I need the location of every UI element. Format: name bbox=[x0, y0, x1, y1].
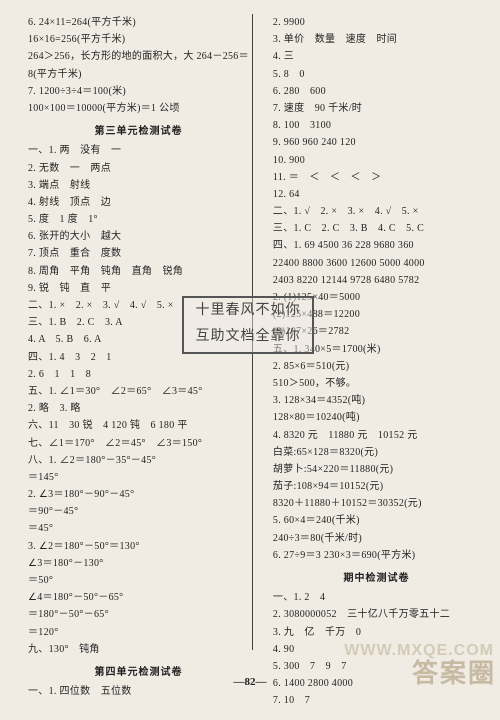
stamp-overlay: 十里春风不如你 互助文档全靠你 bbox=[182, 296, 314, 354]
text-line: 2. ∠3＝180°－90°－45° bbox=[28, 486, 249, 503]
text-line: ＝90°－45° bbox=[28, 503, 249, 520]
stamp-line1: 十里春风不如你 bbox=[184, 298, 312, 324]
text-line: 2. 9900 bbox=[273, 14, 480, 31]
text-line: 5. 8 0 bbox=[273, 66, 480, 83]
stamp-line2: 互助文档全靠你 bbox=[184, 324, 312, 350]
text-line: ∠3＝180°－130° bbox=[28, 555, 249, 572]
text-line: 九、130° 钝角 bbox=[28, 641, 249, 658]
text-line: 7. 10 7 bbox=[273, 692, 480, 709]
page: 6. 24×11=264(平方千米) 16×16=256(平方千米) 264＞2… bbox=[0, 0, 500, 720]
text-line: 6. 27÷9＝3 230×3＝690(平方米) bbox=[273, 547, 480, 564]
text-line: 3. 单价 数量 速度 时间 bbox=[273, 31, 480, 48]
text-line: 五、1. ∠1＝30° ∠2＝65° ∠3＝45° bbox=[28, 383, 249, 400]
text-line: 6. 张开的大小 越大 bbox=[28, 228, 249, 245]
text-line: ＝145° bbox=[28, 469, 249, 486]
text-line: 10. 900 bbox=[273, 152, 480, 169]
text-line: ＝50° bbox=[28, 572, 249, 589]
text-line: 一、1. 两 没有 一 bbox=[28, 142, 249, 159]
text-line: 264＞256，长方形的地的面积大，大 264－256＝ bbox=[28, 48, 249, 65]
text-line: 4. 射线 顶点 边 bbox=[28, 194, 249, 211]
text-line: 9. 锐 钝 直 平 bbox=[28, 280, 249, 297]
text-line: 7. 速度 90 千米/时 bbox=[273, 100, 480, 117]
text-line: 5. 度 1 度 1° bbox=[28, 211, 249, 228]
text-line: 胡萝卜:54×220＝11880(元) bbox=[273, 461, 480, 478]
text-line: 2. 6 1 1 8 bbox=[28, 366, 249, 383]
text-line: 二、1. √ 2. × 3. × 4. √ 5. × bbox=[273, 203, 480, 220]
text-line: 七、∠1＝170° ∠2＝45° ∠3＝150° bbox=[28, 435, 249, 452]
text-line: 12. 64 bbox=[273, 186, 480, 203]
text-line: 2. 略 3. 略 bbox=[28, 400, 249, 417]
midterm-heading: 期中检测试卷 bbox=[273, 570, 480, 587]
text-line: 7. 顶点 重合 度数 bbox=[28, 245, 249, 262]
text-line: 8. 100 3100 bbox=[273, 117, 480, 134]
text-line: 三、1. C 2. C 3. B 4. C 5. C bbox=[273, 220, 480, 237]
right-column: 2. 9900 3. 单价 数量 速度 时间 4. 三 5. 8 0 6. 28… bbox=[259, 14, 480, 710]
watermark-brand: 答案圈 bbox=[412, 653, 496, 690]
text-line: 9. 960 960 240 120 bbox=[273, 134, 480, 151]
text-line: 2403 8220 12144 9728 6480 5782 bbox=[273, 272, 480, 289]
text-line: 128×80＝10240(吨) bbox=[273, 409, 480, 426]
text-line: 11. ＝ ＜ ＜ ＜ ＞ bbox=[273, 169, 480, 186]
text-line: 8. 周角 平角 钝角 直角 锐角 bbox=[28, 263, 249, 280]
text-line: 16×16=256(平方千米) bbox=[28, 31, 249, 48]
text-line: 3. ∠2＝180°－50°＝130° bbox=[28, 538, 249, 555]
text-line: 六、11 30 锐 4 120 钝 6 180 平 bbox=[28, 417, 249, 434]
text-line: ＝120° bbox=[28, 624, 249, 641]
text-line: 3. 九 亿 千万 0 bbox=[273, 624, 480, 641]
text-line: ∠4＝180°－50°－65° bbox=[28, 589, 249, 606]
text-line: 100×100＝10000(平方米)＝1 公顷 bbox=[28, 100, 249, 117]
text-line: 2. 无数 一 两点 bbox=[28, 160, 249, 177]
text-line: 5. 60×4＝240(千米) bbox=[273, 512, 480, 529]
text-line: ＝45° bbox=[28, 520, 249, 537]
text-line: ＝180°－50°－65° bbox=[28, 606, 249, 623]
text-line: 8320＋11880＋10152＝30352(元) bbox=[273, 495, 480, 512]
text-line: 八、1. ∠2＝180°－35°－45° bbox=[28, 452, 249, 469]
unit3-heading: 第三单元检测试卷 bbox=[28, 123, 249, 140]
text-line: 4. 三 bbox=[273, 48, 480, 65]
text-line: 3. 端点 射线 bbox=[28, 177, 249, 194]
text-line: 8(平方千米) bbox=[28, 66, 249, 83]
text-line: 22400 8800 3600 12600 5000 4000 bbox=[273, 255, 480, 272]
text-line: 6. 280 600 bbox=[273, 83, 480, 100]
text-line: 7. 1200÷3÷4＝100(米) bbox=[28, 83, 249, 100]
text-line: 3. 128×34＝4352(吨) bbox=[273, 392, 480, 409]
text-line: 510＞500，不够。 bbox=[273, 375, 480, 392]
text-line: 6. 24×11=264(平方千米) bbox=[28, 14, 249, 31]
text-line: 白菜:65×128＝8320(元) bbox=[273, 444, 480, 461]
text-line: 四、1. 69 4500 36 228 9680 360 bbox=[273, 237, 480, 254]
text-line: 2. 85×6＝510(元) bbox=[273, 358, 480, 375]
text-line: 一、1. 2 4 bbox=[273, 589, 480, 606]
text-line: 2. 3080000052 三十亿八千万零五十二 bbox=[273, 606, 480, 623]
left-column: 6. 24×11=264(平方千米) 16×16=256(平方千米) 264＞2… bbox=[28, 14, 259, 710]
text-line: 4. 8320 元 11880 元 10152 元 bbox=[273, 427, 480, 444]
text-line: 240÷3＝80(千米/时) bbox=[273, 530, 480, 547]
text-line: 茄子:108×94＝10152(元) bbox=[273, 478, 480, 495]
